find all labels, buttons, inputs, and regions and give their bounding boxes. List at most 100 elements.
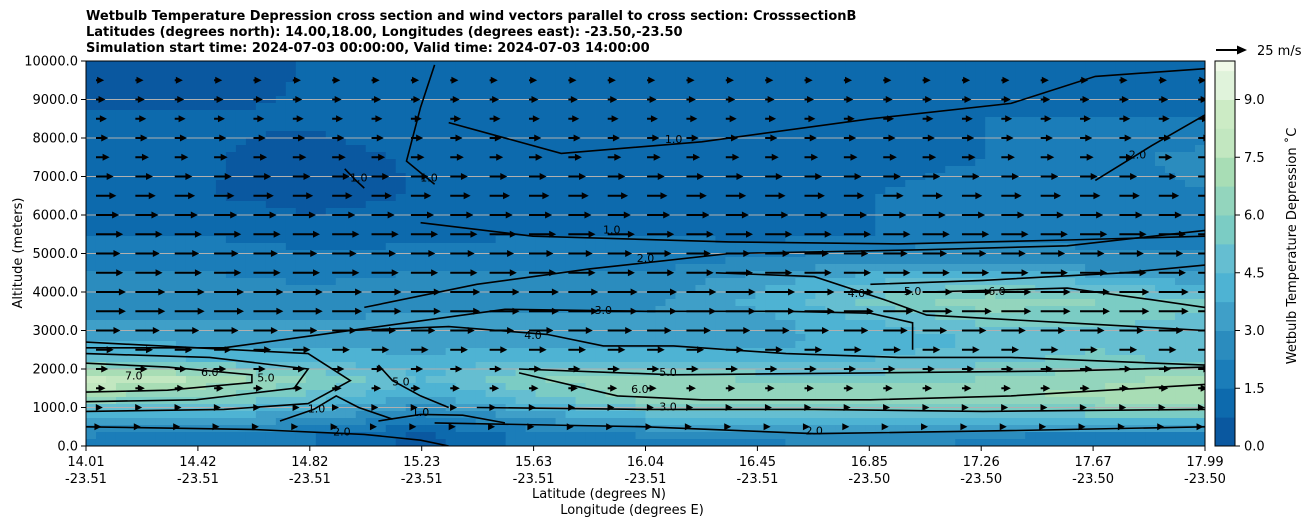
field-cell bbox=[875, 117, 886, 125]
field-cell bbox=[245, 75, 257, 83]
field-cell bbox=[355, 292, 367, 300]
field-cell bbox=[405, 320, 417, 328]
field-cell bbox=[355, 355, 367, 363]
field-cell bbox=[785, 124, 796, 132]
field-cell bbox=[1015, 180, 1026, 188]
field-cell bbox=[175, 61, 187, 69]
field-cell bbox=[855, 306, 866, 314]
field-cell bbox=[875, 68, 886, 76]
field-cell bbox=[925, 103, 936, 111]
field-cell bbox=[795, 243, 806, 251]
field-cell bbox=[1115, 362, 1126, 370]
field-cell bbox=[285, 348, 297, 356]
field-cell bbox=[1065, 201, 1076, 209]
field-cell bbox=[815, 334, 826, 342]
field-cell bbox=[345, 166, 357, 174]
field-cell bbox=[625, 82, 637, 90]
plot-area: 7.0 6.0 5.01.02.05.01.04.03.02.01.04.0 5.0 6… bbox=[86, 61, 1205, 446]
field-cell bbox=[195, 166, 207, 174]
field-cell bbox=[905, 124, 916, 132]
field-cell bbox=[86, 61, 97, 69]
field-cell bbox=[645, 187, 657, 195]
field-cell bbox=[685, 138, 697, 146]
field-cell bbox=[125, 355, 137, 363]
field-cell bbox=[585, 215, 597, 223]
field-cell bbox=[965, 355, 976, 363]
field-cell bbox=[915, 348, 926, 356]
field-cell bbox=[95, 215, 107, 223]
field-cell bbox=[565, 124, 577, 132]
field-cell bbox=[1155, 145, 1166, 153]
field-cell bbox=[345, 271, 357, 279]
field-cell bbox=[435, 341, 447, 349]
field-cell bbox=[825, 166, 836, 174]
field-cell bbox=[925, 166, 936, 174]
field-cell bbox=[895, 152, 906, 160]
field-cell bbox=[965, 110, 976, 118]
field-cell bbox=[405, 292, 417, 300]
field-cell bbox=[485, 306, 497, 314]
field-cell bbox=[585, 348, 597, 356]
field-cell bbox=[965, 222, 976, 230]
field-cell bbox=[375, 229, 387, 237]
field-cell bbox=[1035, 348, 1046, 356]
field-cell bbox=[985, 180, 996, 188]
field-cell bbox=[915, 306, 926, 314]
field-cell bbox=[495, 68, 507, 76]
field-cell bbox=[155, 68, 167, 76]
field-cell bbox=[735, 285, 747, 293]
field-cell bbox=[125, 187, 137, 195]
field-cell bbox=[1145, 257, 1156, 265]
field-cell bbox=[135, 145, 147, 153]
field-cell bbox=[385, 68, 397, 76]
field-cell bbox=[1145, 194, 1156, 202]
field-cell bbox=[285, 138, 297, 146]
field-cell bbox=[1145, 145, 1156, 153]
field-cell bbox=[775, 131, 786, 139]
field-cell bbox=[735, 166, 747, 174]
field-cell bbox=[205, 159, 217, 167]
field-cell bbox=[275, 236, 287, 244]
field-cell bbox=[1135, 201, 1146, 209]
field-cell bbox=[545, 103, 557, 111]
field-cell bbox=[225, 159, 237, 167]
field-cell bbox=[705, 117, 717, 125]
field-cell bbox=[715, 124, 727, 132]
field-cell bbox=[235, 348, 247, 356]
field-cell bbox=[705, 152, 717, 160]
field-cell bbox=[535, 194, 547, 202]
field-cell bbox=[425, 257, 437, 265]
field-cell bbox=[445, 292, 457, 300]
field-cell bbox=[1105, 187, 1116, 195]
field-cell bbox=[855, 75, 866, 83]
field-cell bbox=[805, 313, 816, 321]
field-cell bbox=[755, 159, 766, 167]
field-cell bbox=[1135, 187, 1146, 195]
field-cell bbox=[115, 61, 127, 69]
field-cell bbox=[1045, 341, 1056, 349]
field-cell bbox=[115, 320, 127, 328]
field-cell bbox=[575, 152, 587, 160]
field-cell bbox=[825, 271, 836, 279]
field-cell bbox=[485, 82, 497, 90]
field-cell bbox=[755, 292, 766, 300]
field-cell bbox=[1105, 334, 1116, 342]
field-cell bbox=[1015, 124, 1026, 132]
field-cell bbox=[755, 229, 766, 237]
field-cell bbox=[695, 299, 707, 307]
field-cell bbox=[975, 285, 986, 293]
field-cell bbox=[245, 187, 257, 195]
field-cell bbox=[1125, 271, 1136, 279]
field-cell bbox=[825, 152, 836, 160]
field-cell bbox=[375, 362, 387, 370]
field-cell bbox=[475, 222, 487, 230]
field-cell bbox=[955, 264, 966, 272]
field-cell bbox=[895, 187, 906, 195]
field-cell bbox=[725, 152, 737, 160]
field-cell bbox=[755, 243, 766, 251]
field-cell bbox=[265, 257, 277, 265]
field-cell bbox=[935, 124, 946, 132]
field-cell bbox=[1025, 341, 1036, 349]
field-cell bbox=[435, 369, 447, 377]
field-cell bbox=[95, 194, 107, 202]
